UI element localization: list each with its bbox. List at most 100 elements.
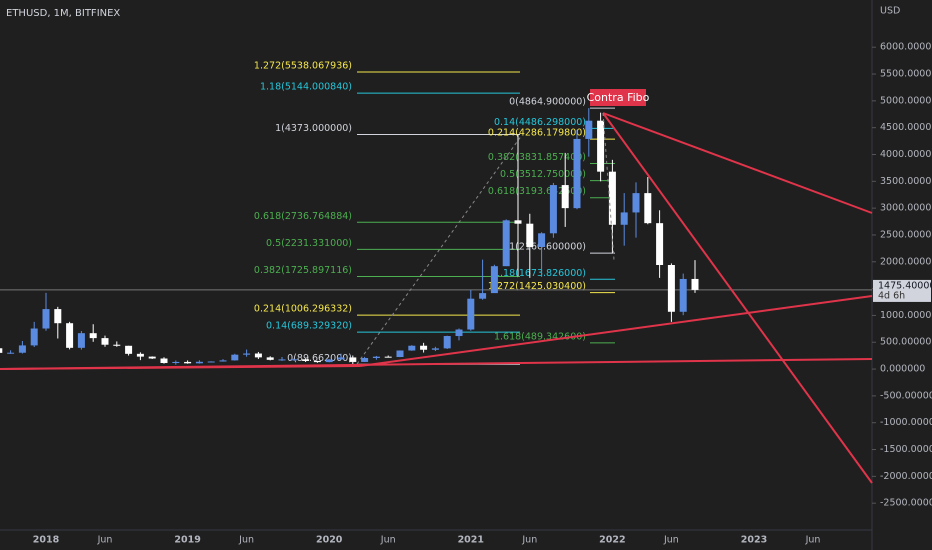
candle-body: [148, 356, 156, 359]
candle-body: [0, 348, 3, 353]
price-label-box: [873, 279, 931, 302]
candle-body: [113, 344, 121, 346]
candle-body: [396, 350, 404, 357]
plot: 1.272(5538.067936) 1.18(5144.000840) 1(437…: [0, 60, 872, 365]
candle-body: [561, 185, 569, 209]
candle-body: [160, 358, 168, 364]
candle-body: [372, 356, 380, 359]
price-label: 1475.400000: [878, 280, 932, 291]
fib-label: 1.18(1673.826000): [494, 268, 586, 279]
candle-body: [479, 293, 487, 299]
candle-body: [42, 309, 50, 329]
x-tick-label: 2023: [741, 535, 767, 546]
candle-body: [18, 345, 26, 353]
candle-body: [502, 220, 510, 267]
candle-body: [620, 212, 628, 225]
candle-body: [597, 120, 605, 172]
y-tick-label: 4000.000000: [880, 149, 932, 160]
fib-label: 0.618(3193.642600): [488, 186, 586, 197]
y-axis-label: USD: [880, 6, 900, 17]
y-tick-label: 0.000000: [880, 364, 925, 375]
x-tick-label: 2019: [174, 535, 200, 546]
candle-body: [526, 223, 534, 247]
candle-body: [431, 348, 439, 350]
candle-body: [30, 328, 38, 346]
candle-body: [7, 352, 15, 354]
annotation-box: [590, 89, 646, 106]
candle-body: [608, 171, 616, 225]
x-tick-label: 2021: [458, 535, 484, 546]
candle-body: [384, 356, 392, 358]
fib-label: 1.272(5538.067936): [254, 60, 352, 71]
candle-body: [337, 357, 345, 360]
candle-body: [219, 360, 227, 362]
candle-body: [243, 353, 251, 355]
candle-body: [77, 333, 85, 348]
fib-label: 1.272(1425.030400): [488, 281, 586, 292]
y-tick-label: -2500.000000: [880, 498, 932, 509]
fib-label: 0.618(2736.764884): [254, 211, 352, 222]
countdown: 4d 6h: [878, 290, 905, 301]
fib-label: 0.5(2231.331000): [266, 238, 352, 249]
candle-body: [361, 358, 369, 362]
candle-body: [490, 266, 498, 294]
candle-body: [184, 361, 192, 364]
y-tick-label: 3500.000000: [880, 176, 932, 187]
trendline: [359, 295, 873, 367]
candle-body: [538, 233, 546, 247]
candle-body: [207, 361, 215, 363]
candle-body: [573, 138, 581, 209]
y-tick-label: 2000.000000: [880, 256, 932, 267]
x-tick-label: Jun: [663, 535, 679, 546]
candle-body: [549, 185, 557, 234]
candle-body: [667, 265, 675, 312]
x-tick-label: Jun: [380, 535, 396, 546]
candle-body: [290, 359, 298, 361]
candle-body: [195, 361, 203, 364]
y-tick-label: 5000.000000: [880, 95, 932, 106]
candle-body: [231, 354, 239, 361]
candle-body: [691, 278, 699, 290]
trendline: [602, 112, 873, 484]
x-tick-label: 2018: [33, 535, 60, 546]
y-tick-label: 500.000000: [880, 337, 932, 348]
y-tick-label: -500.000000: [880, 390, 932, 401]
x-tick-label: Jun: [521, 535, 537, 546]
x-tick-label: 2020: [316, 535, 343, 546]
candle-body: [254, 353, 262, 358]
y-tick-label: 6000.000000: [880, 42, 932, 53]
candle-body: [125, 345, 133, 354]
candle-body: [467, 298, 475, 330]
y-tick-label: 3000.000000: [880, 203, 932, 214]
fib-label: 1(4373.000000): [275, 123, 352, 134]
candle-body: [313, 360, 321, 363]
candle-body: [325, 359, 333, 363]
candle-body: [679, 278, 687, 312]
fib-label: 1.18(5144.000840): [260, 82, 352, 93]
trendline: [0, 365, 361, 370]
candle-body: [266, 357, 274, 360]
fib-trend-line: [602, 112, 615, 261]
fib-label: 0.382(3831.857400): [488, 152, 586, 163]
candle-body: [136, 353, 144, 357]
annotation: Contra Fibo: [587, 91, 650, 104]
x-tick-label: 2022: [599, 535, 625, 546]
x-tick-label: Jun: [97, 535, 113, 546]
candle-body: [514, 220, 522, 224]
y-tick-label: 4500.000000: [880, 122, 932, 133]
fib-trend-line: [356, 134, 523, 365]
candle-body: [420, 345, 428, 350]
y-tick-label: 2500.000000: [880, 229, 932, 240]
fib-label: 0(89.662000): [287, 353, 352, 364]
fib-label: 0.14(4486.298000): [494, 117, 586, 128]
fib-label: 0(4864.900000): [509, 97, 586, 108]
fib-label: 0.382(1725.897116): [254, 265, 352, 276]
y-tick-label: 5500.000000: [880, 69, 932, 80]
candle-body: [302, 359, 310, 361]
candle-body: [101, 338, 109, 345]
y-tick-label: -2000.000000: [880, 471, 932, 482]
y-tick-label: -1500.000000: [880, 444, 932, 455]
